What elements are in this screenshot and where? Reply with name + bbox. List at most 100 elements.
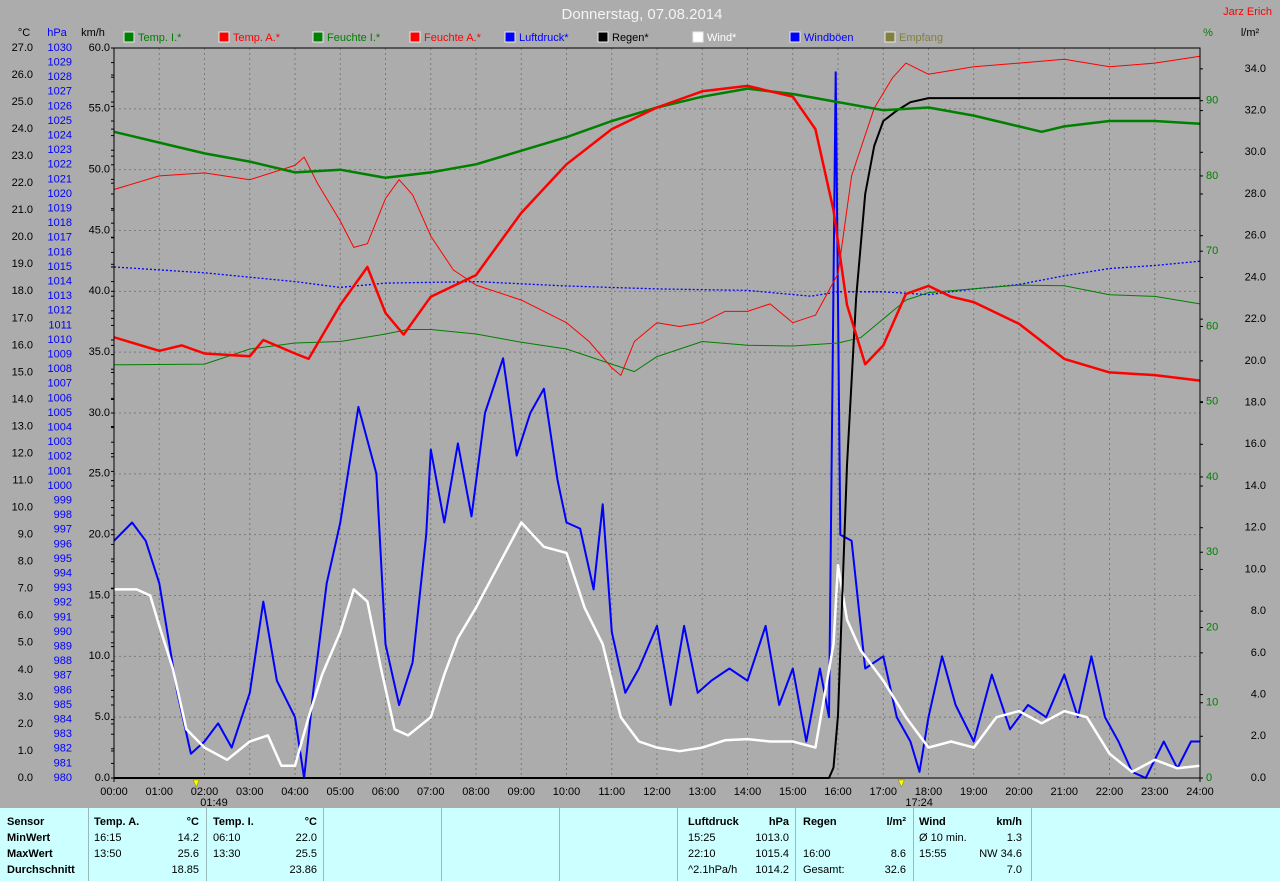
y-tick-label: 1023 <box>48 144 72 156</box>
y-tick-label: 1029 <box>48 57 72 69</box>
y-tick-label: 0.0 <box>95 772 110 784</box>
x-tick-label: 11:00 <box>598 786 625 798</box>
y-tick-label: 10.0 <box>12 502 33 514</box>
table-cell: Wind <box>919 816 946 828</box>
table-cell: ^2.1hPa/h <box>688 864 738 876</box>
legend-label: Regen* <box>612 32 649 44</box>
col-sep <box>206 808 207 881</box>
y-tick-label: 1003 <box>48 436 72 448</box>
x-tick-label: 20:00 <box>1005 786 1033 798</box>
y-tick-label: 19.0 <box>12 258 33 270</box>
y-tick-label: 5.0 <box>95 711 110 723</box>
x-tick-label: 17:00 <box>869 786 897 798</box>
y-tick-label: 30 <box>1206 546 1218 558</box>
table-cell: Sensor <box>7 816 45 828</box>
x-tick-label: 10:00 <box>553 786 581 798</box>
table-cell: Regen <box>803 816 837 828</box>
y-tick-label: 7.0 <box>18 583 33 595</box>
series-line <box>113 87 1201 180</box>
y-tick-label: 0.0 <box>18 772 33 784</box>
table-cell: 13:30 <box>213 848 241 860</box>
y-tick-label: 25.0 <box>89 468 110 480</box>
author: Jarz Erich <box>1223 6 1272 18</box>
x-tick-label: 12:00 <box>643 786 671 798</box>
y-tick-label: 1026 <box>48 100 72 112</box>
legend-swatch <box>692 31 704 43</box>
y-tick-label: 10 <box>1206 697 1218 709</box>
table-cell: Gesamt: <box>803 864 845 876</box>
y-tick-label: 27.0 <box>12 42 33 54</box>
y-tick-label: 24.0 <box>12 123 33 135</box>
y-tick-label: 10.0 <box>1245 563 1266 575</box>
table-cell: 18.85 <box>171 864 199 876</box>
y-tick-label: 30.0 <box>1245 146 1266 158</box>
y-tick-label: 15.0 <box>89 589 110 601</box>
y-tick-label: 40 <box>1206 471 1218 483</box>
y-tick-label: 988 <box>54 655 72 667</box>
y-tick-label: 8.0 <box>18 556 33 568</box>
axis-unit: °C <box>18 27 30 39</box>
series-line <box>113 71 1200 779</box>
y-tick-label: 28.0 <box>1245 188 1266 200</box>
series-line <box>113 84 1201 382</box>
y-tick-label: 1007 <box>48 378 72 390</box>
legend-label: Feuchte A.* <box>424 32 482 44</box>
y-tick-label: 1020 <box>48 188 72 200</box>
y-tick-label: 1024 <box>48 130 72 142</box>
x-tick-label: 15:00 <box>779 786 807 798</box>
legend-label: Temp. I.* <box>138 32 182 44</box>
y-tick-label: 1013 <box>48 290 72 302</box>
col-sep <box>88 808 89 881</box>
y-tick-label: 26.0 <box>12 69 33 81</box>
y-tick-label: 1008 <box>48 363 72 375</box>
y-tick-label: 997 <box>54 524 72 536</box>
y-tick-label: 993 <box>54 582 72 594</box>
axis-unit: l/m² <box>1241 27 1260 39</box>
y-tick-label: 0 <box>1206 772 1212 784</box>
table-cell: 16:15 <box>94 832 122 844</box>
legend-label: Empfang <box>899 32 943 44</box>
legend-label: Luftdruck* <box>519 32 569 44</box>
table-cell: Temp. A. <box>94 816 140 828</box>
y-tick-label: 32.0 <box>1245 104 1266 116</box>
sun-marker <box>192 779 200 788</box>
x-tick-label: 22:00 <box>1096 786 1124 798</box>
sun-marker-label: 17:24 <box>905 797 933 808</box>
y-tick-label: 1025 <box>48 115 72 127</box>
y-tick-label: 1019 <box>48 203 72 215</box>
x-tick-label: 09:00 <box>507 786 535 798</box>
table-cell: 1.3 <box>1006 832 1022 844</box>
table-cell: 06:10 <box>213 832 241 844</box>
col-sep <box>323 808 324 881</box>
series-line <box>113 55 1201 376</box>
y-tick-label: 18.0 <box>12 285 33 297</box>
x-tick-label: 14:00 <box>734 786 762 798</box>
table-cell: 25.6 <box>177 848 199 860</box>
table-cell: MaxWert <box>7 848 53 860</box>
y-tick-label: 70 <box>1206 245 1218 257</box>
axis-unit: km/h <box>81 27 105 39</box>
y-tick-label: 17.0 <box>12 312 33 324</box>
table-cell: 13:50 <box>94 848 122 860</box>
legend-label: Feuchte I.* <box>327 32 381 44</box>
table-cell: 15:55 <box>919 848 947 860</box>
table-cell: 15:25 <box>688 832 716 844</box>
table-cell: 1013.0 <box>755 832 789 844</box>
y-tick-label: 996 <box>54 538 72 550</box>
y-tick-label: 23.0 <box>12 150 33 162</box>
col-sep <box>913 808 914 881</box>
legend-swatch <box>312 31 324 43</box>
series-line <box>113 260 1201 297</box>
y-tick-label: 40.0 <box>89 285 110 297</box>
y-tick-label: 1027 <box>48 86 72 98</box>
legend-swatch <box>504 31 516 43</box>
y-tick-label: 3.0 <box>18 691 33 703</box>
y-tick-label: 1000 <box>48 480 72 492</box>
x-tick-label: 13:00 <box>688 786 716 798</box>
y-tick-label: 990 <box>54 626 72 638</box>
y-tick-label: 50 <box>1206 396 1218 408</box>
y-tick-label: 10.0 <box>89 650 110 662</box>
col-sep <box>795 808 796 881</box>
y-tick-label: 12.0 <box>12 447 33 459</box>
